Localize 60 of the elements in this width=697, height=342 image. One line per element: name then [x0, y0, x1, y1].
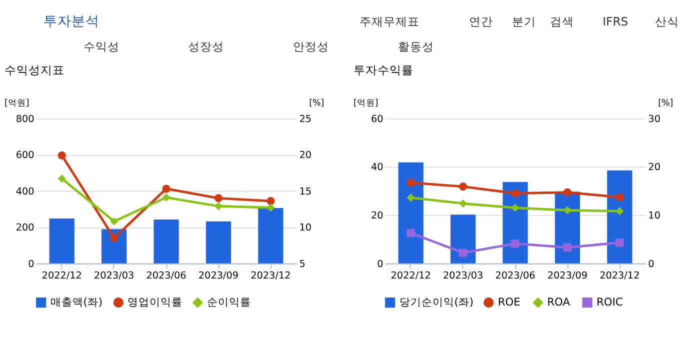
y2-tick-label: 5 — [299, 258, 306, 270]
bar — [49, 218, 74, 264]
y2-axis-title: [%] — [309, 98, 324, 108]
text: 분기 — [512, 14, 536, 29]
text: 검색 — [550, 14, 574, 29]
bar — [154, 220, 179, 264]
y2-tick-label: 0 — [648, 258, 654, 270]
legend-label: ROIC — [596, 295, 623, 308]
y-tick-label: 20 — [371, 210, 384, 222]
legend-label: ROA — [547, 295, 571, 308]
chart-title: 수익성지표 — [4, 62, 64, 77]
y2-tick-label: 30 — [648, 114, 660, 125]
y2-tick-label: 10 — [299, 222, 312, 234]
bar — [398, 162, 424, 264]
y-tick-label: 800 — [16, 114, 34, 125]
legend-label: 영업이익률 — [128, 295, 183, 308]
y2-tick-label: 10 — [648, 210, 660, 222]
text: 산식 — [655, 14, 680, 29]
y-tick-label: 200 — [16, 222, 34, 234]
legend-label: ROE — [498, 295, 521, 308]
x-tick-label: 2023/12 — [600, 270, 640, 282]
legend-label: 매출액(좌) — [50, 295, 103, 308]
text: IFRS — [602, 14, 628, 29]
x-tick-label: 2023/03 — [94, 270, 134, 282]
y2-tick-label: 20 — [299, 150, 312, 162]
y-tick-label: 60 — [371, 114, 384, 125]
text: 투자분석 — [43, 14, 100, 30]
y-axis-title: [억원] — [354, 98, 378, 108]
x-tick-label: 2022/12 — [42, 270, 82, 282]
text: 성장성 — [188, 40, 224, 54]
text: 활동성 — [398, 40, 434, 54]
x-tick-label: 2023/12 — [250, 270, 291, 282]
y2-tick-label: 15 — [299, 186, 312, 198]
y-tick-label: 400 — [16, 186, 34, 198]
legend-label: 순이익률 — [206, 295, 251, 308]
x-tick-label: 2023/06 — [146, 270, 186, 282]
x-tick-label: 2023/03 — [442, 270, 484, 282]
x-tick-label: 2023/09 — [198, 270, 239, 282]
bar — [450, 214, 476, 264]
x-tick-label: 2023/09 — [547, 270, 588, 282]
y-tick-label: 0 — [377, 258, 384, 270]
y2-axis-title: [%] — [658, 98, 674, 108]
text: 안정성 — [293, 40, 329, 54]
bar — [607, 170, 632, 264]
y2-tick-label: 25 — [299, 114, 312, 125]
bar — [102, 229, 127, 264]
chart-title: 투자수익률 — [353, 62, 414, 77]
text: 연간 — [469, 14, 494, 29]
bar — [258, 208, 284, 264]
text: 수익성 — [83, 40, 120, 54]
text: 주재무제표 — [360, 14, 420, 29]
y-tick-label: 0 — [28, 258, 34, 270]
y-tick-label: 40 — [371, 162, 384, 174]
legend-label: 당기순이익(좌) — [399, 295, 474, 308]
y2-tick-label: 20 — [648, 162, 660, 174]
y-axis-title: [억원] — [4, 98, 30, 108]
bar — [206, 221, 232, 264]
y-tick-label: 600 — [16, 150, 34, 162]
x-tick-label: 2023/06 — [495, 270, 536, 282]
x-tick-label: 2022/12 — [390, 270, 431, 282]
